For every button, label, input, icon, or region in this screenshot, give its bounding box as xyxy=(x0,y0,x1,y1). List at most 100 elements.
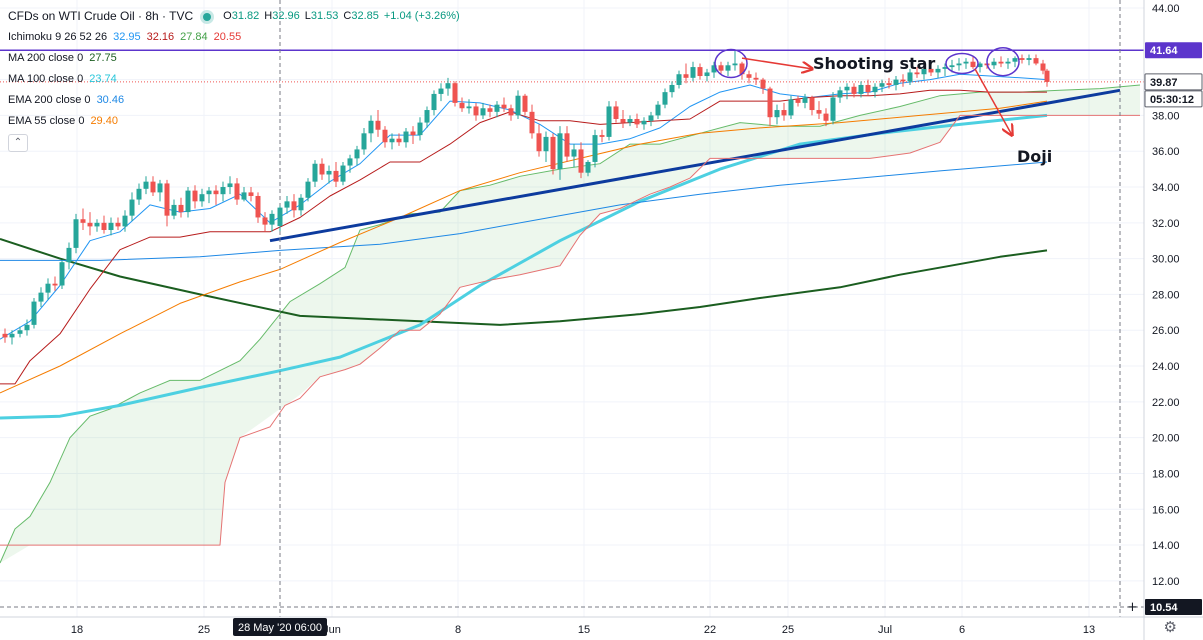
candle-body xyxy=(1044,70,1050,82)
symbol-title[interactable]: CFDs on WTI Crude Oil · 8h · TVC xyxy=(8,9,194,23)
candle-body xyxy=(284,201,290,208)
candle-body xyxy=(921,68,927,75)
ohlc-item: +1.04 (+3.26%) xyxy=(384,10,465,22)
candle-body xyxy=(718,65,724,71)
candle-body xyxy=(1019,58,1025,60)
candle-body xyxy=(655,104,661,116)
candle-body xyxy=(220,187,226,195)
candle-body xyxy=(662,92,668,105)
candle-body xyxy=(893,79,899,85)
candle-body xyxy=(613,106,619,119)
candle-body xyxy=(389,138,395,143)
candle-body xyxy=(87,222,93,227)
candle-body xyxy=(781,110,787,116)
candle-body xyxy=(907,72,913,82)
candle-body xyxy=(858,84,864,94)
shooting-star-annotation: Shooting star xyxy=(813,54,936,73)
candle-body xyxy=(347,158,353,166)
collapse-legend-button[interactable]: ⌃ xyxy=(8,134,28,152)
candle-body xyxy=(697,67,703,77)
candle-body xyxy=(550,136,556,170)
candle-body xyxy=(410,131,416,136)
indicator-legend-row[interactable]: EMA 200 close 0 30.46 xyxy=(8,90,465,111)
candle-body xyxy=(543,136,549,152)
candle-body xyxy=(823,113,829,121)
x-tick-label: 8 xyxy=(455,624,461,636)
candle-body xyxy=(312,163,318,182)
ohlc-value: 32.85 xyxy=(351,10,379,22)
candle-body xyxy=(382,129,388,143)
candle-body xyxy=(704,72,710,77)
price-label-bg xyxy=(1144,90,1203,108)
candle-body xyxy=(690,67,696,78)
price-label-bg xyxy=(1145,599,1202,615)
candle-body xyxy=(564,133,570,157)
symbol-row: CFDs on WTI Crude Oil · 8h · TVC O31.82 H… xyxy=(8,6,465,27)
indicator-legend-row[interactable]: EMA 55 close 0 29.40 xyxy=(8,111,465,132)
settings-gear-icon[interactable]: ⚙ xyxy=(1163,619,1177,636)
price-label: 05:30:12 xyxy=(1150,94,1194,106)
candle-body xyxy=(45,283,51,293)
candle-body xyxy=(963,61,969,64)
indicator-legend-row[interactable]: MA 100 close 0 23.74 xyxy=(8,69,465,90)
y-tick-label: 24.00 xyxy=(1152,361,1180,373)
candle-body xyxy=(277,207,283,227)
candle-body xyxy=(977,63,983,68)
indicator-legend-row[interactable]: MA 200 close 0 27.75 xyxy=(8,48,465,69)
candle-body xyxy=(157,183,163,193)
y-tick-label: 34.00 xyxy=(1152,182,1180,194)
candle-body xyxy=(872,86,878,93)
candle-body xyxy=(732,63,738,66)
cloud-fill xyxy=(0,85,1140,563)
indicator-legend-row[interactable]: Ichimoku 9 26 52 26 32.95 32.16 27.84 20.55 xyxy=(8,27,465,48)
candle-body xyxy=(900,79,906,82)
ohlc-item: C32.85 xyxy=(343,10,383,22)
ohlc-item: L31.53 xyxy=(305,10,344,22)
candle-body xyxy=(648,115,654,121)
y-tick-label: 36.00 xyxy=(1152,146,1180,158)
legend: CFDs on WTI Crude Oil · 8h · TVC O31.82 H… xyxy=(8,6,465,132)
y-tick-label: 32.00 xyxy=(1152,218,1180,230)
ohlc-values: O31.82 H32.96 L31.53 C32.85 +1.04 (+3.26%) xyxy=(223,6,465,27)
candle-body xyxy=(494,104,500,112)
crosshair-time-label: 28 May '20 06:00 xyxy=(238,622,322,634)
candle-body xyxy=(627,118,633,123)
grid xyxy=(0,0,1144,617)
candle-body xyxy=(676,74,682,85)
candle-body xyxy=(508,108,514,116)
candle-body xyxy=(935,68,941,73)
ohlc-value: 31.82 xyxy=(231,10,260,22)
x-tick-label: 6 xyxy=(959,624,965,636)
candle-body xyxy=(213,190,219,195)
candle-body xyxy=(466,106,472,109)
candle-body xyxy=(592,135,598,162)
crosshair-plus-icon: + xyxy=(1127,600,1138,615)
candle-body xyxy=(970,61,976,68)
y-tick-label: 22.00 xyxy=(1152,397,1180,409)
candle-body xyxy=(711,65,717,73)
price-label: 10.54 xyxy=(1150,602,1178,614)
ohlc-label: C xyxy=(343,10,352,22)
candle-body xyxy=(571,149,577,157)
candle-body xyxy=(101,222,107,230)
candle-body xyxy=(795,99,801,103)
candle-body xyxy=(1005,61,1011,64)
candle-body xyxy=(634,118,640,125)
candle-body xyxy=(431,93,437,111)
candle-body xyxy=(24,324,30,331)
candle-body xyxy=(417,122,423,136)
candle-body xyxy=(942,67,948,69)
ohlc-item: O31.82 xyxy=(223,10,264,22)
annotation-arrow xyxy=(974,68,1012,135)
candle-body xyxy=(38,292,44,302)
candle-body xyxy=(115,222,121,227)
price-label-bg xyxy=(1144,73,1203,91)
market-status-icon[interactable] xyxy=(203,12,212,21)
candle-body xyxy=(998,61,1004,64)
indicator-name: EMA 200 close 0 xyxy=(8,94,91,106)
annotation-arrow xyxy=(741,57,812,69)
candle-body xyxy=(227,183,233,188)
ohlc-value: 32.96 xyxy=(272,10,300,22)
candle-body xyxy=(262,217,268,225)
